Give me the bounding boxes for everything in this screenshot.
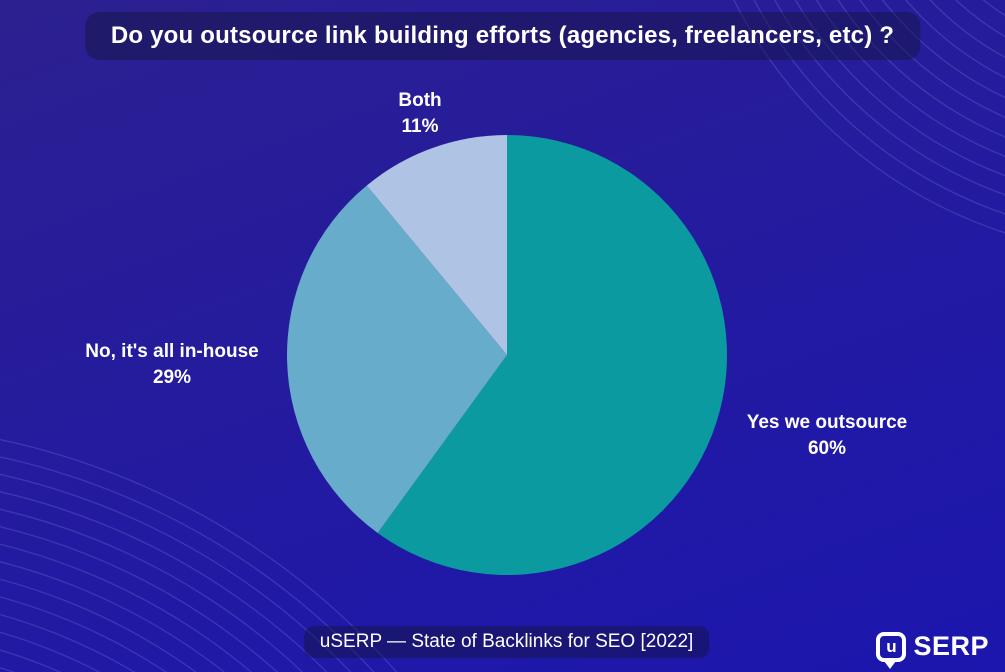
slice-label-in-house: No, it's all in-house 29%	[85, 339, 258, 391]
slice-label-both-pct: 11%	[401, 116, 439, 137]
pie-slice-no-it-s-all-in-house	[287, 185, 507, 533]
userp-logo-bubble-tail	[884, 660, 897, 669]
pie-slice-yes-we-outsource	[377, 135, 728, 575]
slice-label-both-name: Both	[398, 90, 442, 111]
slice-label-in-house-pct: 29%	[152, 367, 192, 388]
userp-logo-wordmark: SERP	[913, 631, 989, 661]
slice-label-outsource-name: Yes we outsource	[746, 412, 908, 433]
chart-title: Do you outsource link building efforts (…	[84, 12, 921, 60]
userp-logo: u SERP	[876, 631, 989, 669]
source-caption-text: uSERP — State of Backlinks for SEO [2022…	[319, 631, 694, 652]
slice-label-outsource-pct: 60%	[807, 438, 847, 459]
userp-logo-bubble-icon: u	[876, 631, 907, 669]
pie-slice-both	[366, 135, 507, 355]
pie-chart	[287, 135, 728, 575]
source-caption: uSERP — State of Backlinks for SEO [2022…	[303, 626, 710, 658]
slice-label-both: Both 11%	[398, 88, 441, 140]
chart-title-text: Do you outsource link building efforts (…	[110, 22, 895, 49]
slice-label-outsource: Yes we outsource 60%	[747, 410, 908, 462]
slice-label-in-house-name: No, it's all in-house	[85, 341, 259, 362]
userp-logo-bubble-letter: u	[886, 636, 897, 656]
